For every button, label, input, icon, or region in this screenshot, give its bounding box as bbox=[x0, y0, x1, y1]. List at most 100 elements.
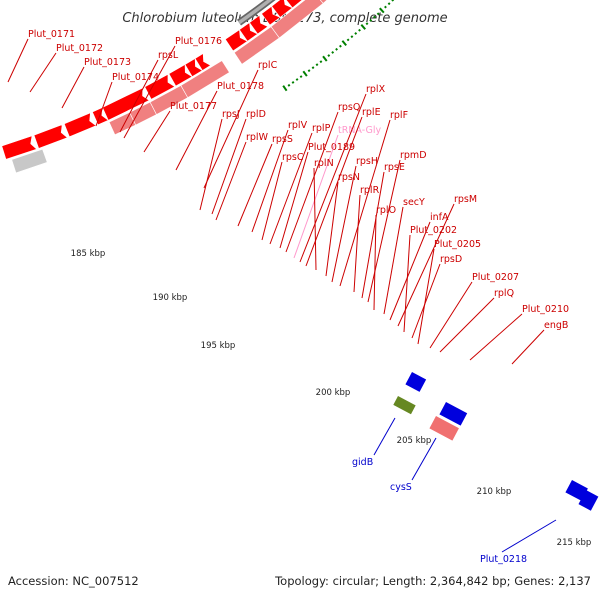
tick-mark bbox=[319, 60, 323, 64]
gene-label: rplX bbox=[366, 84, 386, 95]
leader-line bbox=[501, 519, 557, 553]
gene-label: engB bbox=[544, 320, 568, 331]
leader-line bbox=[95, 81, 113, 127]
gene-label: rpsS bbox=[272, 134, 293, 145]
tick-mark bbox=[358, 28, 361, 32]
gene-label: rplV bbox=[288, 120, 308, 131]
gene-label: rplO bbox=[376, 205, 396, 216]
scale-label: 205 kbp bbox=[397, 436, 432, 446]
gene-label: rpmD bbox=[400, 150, 427, 161]
leader-line bbox=[331, 165, 357, 283]
tick-mark bbox=[346, 38, 350, 42]
tick-mark bbox=[335, 47, 338, 51]
tick-mark bbox=[365, 22, 369, 26]
leader-line bbox=[29, 52, 57, 93]
gene-label: gidB bbox=[352, 457, 373, 468]
cds-feature bbox=[239, 22, 259, 42]
tick-mark bbox=[384, 5, 387, 9]
leader-line bbox=[211, 118, 247, 215]
gene-label: secY bbox=[403, 197, 425, 208]
leader-line bbox=[119, 59, 159, 133]
gene-block bbox=[270, 0, 324, 39]
gene-label: Plut_0176 bbox=[175, 36, 222, 47]
gene-label: Plut_0207 bbox=[472, 272, 519, 283]
cds-feature bbox=[102, 87, 150, 121]
scale-label: 200 kbp bbox=[316, 388, 351, 398]
tick-mark bbox=[379, 7, 385, 14]
tick-mark bbox=[311, 66, 315, 70]
cds-feature bbox=[194, 53, 212, 71]
leader-line bbox=[361, 171, 385, 299]
gene-label: rplE bbox=[362, 107, 381, 118]
tick-mark bbox=[354, 32, 358, 35]
gene-label: tRNA-Gly bbox=[338, 125, 381, 136]
tick-mark bbox=[302, 70, 308, 77]
tick-marks bbox=[282, 0, 395, 92]
leader-line bbox=[175, 90, 218, 171]
leader-line bbox=[353, 194, 361, 293]
leader-line bbox=[199, 118, 223, 211]
cds-feature bbox=[168, 64, 193, 87]
cds-feature bbox=[144, 73, 176, 100]
gene-label: rpsC bbox=[282, 152, 304, 163]
leader-line bbox=[285, 111, 339, 253]
leader-line bbox=[373, 417, 396, 456]
scale-label: 215 kbp bbox=[557, 538, 592, 548]
cds-feature bbox=[285, 0, 303, 9]
leader-line bbox=[389, 221, 431, 321]
backbone-arc bbox=[238, 0, 273, 25]
leader-line bbox=[279, 151, 309, 249]
tick-mark bbox=[331, 51, 335, 54]
gene-label: cysS bbox=[390, 482, 412, 493]
cds-feature bbox=[184, 57, 203, 77]
gene-label: rplF bbox=[390, 110, 408, 121]
tick-mark bbox=[287, 83, 291, 87]
genome-summary-text: Topology: circular; Length: 2,364,842 bp… bbox=[274, 574, 591, 588]
leader-line bbox=[429, 281, 473, 349]
leader-line bbox=[269, 132, 313, 245]
gene-label: rpsL bbox=[158, 50, 179, 61]
gene-label: rpsD bbox=[440, 254, 462, 265]
tick-mark bbox=[369, 18, 373, 22]
tick-mark bbox=[282, 85, 288, 92]
leader-line bbox=[367, 159, 401, 303]
tick-mark bbox=[291, 81, 295, 84]
gene-label: Plut_0189 bbox=[308, 142, 355, 153]
reverse-feature bbox=[429, 416, 459, 441]
gene-label: rplN bbox=[314, 158, 334, 169]
leader-line bbox=[251, 129, 289, 233]
gene-label: rplD bbox=[246, 109, 266, 120]
leader-line bbox=[411, 437, 437, 481]
leader-line bbox=[469, 313, 523, 361]
tick-mark bbox=[295, 78, 299, 81]
cds-feature bbox=[224, 29, 248, 52]
scale-label: 210 kbp bbox=[477, 487, 512, 497]
tick-mark bbox=[322, 55, 328, 62]
reverse-feature bbox=[405, 372, 427, 392]
leader-line bbox=[339, 119, 391, 287]
leader-line bbox=[325, 181, 339, 277]
scale-labels: 185 kbp 190 kbp 195 kbp 200 kbp 205 kbp 210 k… bbox=[71, 249, 592, 548]
gene-label: rpsN bbox=[338, 172, 360, 183]
tick-mark bbox=[387, 2, 391, 6]
gene-label: rplR bbox=[360, 185, 380, 196]
cds-feature bbox=[1, 135, 38, 160]
gene-label: Plut_0173 bbox=[84, 57, 131, 68]
accession-text: Accession: NC_007512 bbox=[8, 574, 139, 588]
tick-mark bbox=[350, 35, 354, 39]
cds-feature bbox=[92, 107, 109, 126]
leader-line bbox=[411, 263, 441, 339]
tick-mark bbox=[376, 12, 380, 16]
gene-label: Plut_0171 bbox=[28, 29, 75, 40]
leader-line bbox=[61, 66, 85, 109]
tick-mark bbox=[315, 63, 319, 67]
leader-line bbox=[261, 161, 283, 241]
leader-line bbox=[7, 38, 29, 83]
cds-feature bbox=[249, 14, 269, 35]
leader-line bbox=[215, 141, 247, 221]
gene-label: rplP bbox=[312, 123, 331, 134]
tick-mark bbox=[307, 69, 311, 73]
gene-label: Plut_0172 bbox=[56, 43, 103, 54]
gene-label: Plut_0210 bbox=[522, 304, 569, 315]
